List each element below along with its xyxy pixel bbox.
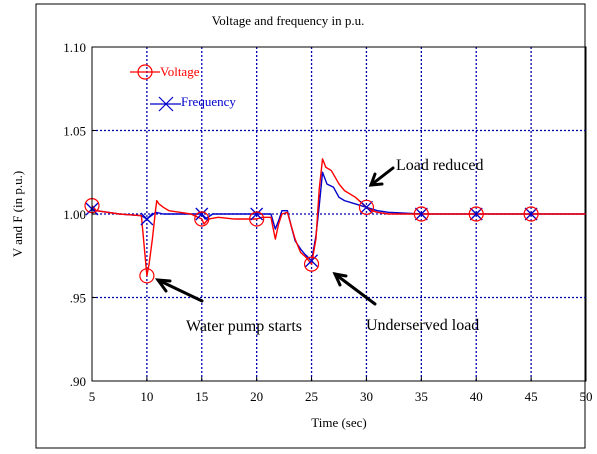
- legend-item-frequency: Frequency: [150, 94, 236, 112]
- data-point-voltage: [468, 206, 484, 222]
- x-tick-label: 25: [305, 389, 318, 404]
- data-point-voltage: [523, 206, 539, 222]
- legend-label-frequency: Frequency: [181, 94, 236, 109]
- x-tick-label: 45: [525, 389, 538, 404]
- legend: Voltage Frequency: [130, 64, 236, 112]
- data-point-voltage: [139, 268, 155, 284]
- data-point-frequency: [250, 207, 264, 221]
- legend-item-voltage: Voltage: [130, 64, 200, 80]
- y-tick-label: 1.00: [63, 207, 86, 222]
- y-tick-label: 1.10: [63, 40, 86, 55]
- annotation-underserved-load: Underserved load: [366, 317, 479, 334]
- series-layer: [92, 158, 586, 277]
- data-point-frequency: [140, 212, 154, 226]
- chart-outer-border: [35, 3, 586, 449]
- x-tick-label: 35: [415, 389, 428, 404]
- x-tick-label: 50: [580, 389, 593, 404]
- data-point-voltage: [194, 211, 210, 227]
- legend-marker-voltage: [137, 64, 153, 80]
- annotations: Water pump starts Underserved load Load …: [154, 157, 484, 335]
- data-point-voltage: [413, 206, 429, 222]
- tick-labels: 5 10 15 20 25 30 35 40 45 50 .90 .95 1.00 1.05 1.10: [63, 40, 592, 404]
- y-tick-label: .90: [70, 374, 86, 389]
- arrow-water-pump-starts: [154, 278, 204, 303]
- y-tick-label: .95: [70, 291, 86, 306]
- series-line-voltage: [92, 158, 586, 277]
- data-point-voltage: [358, 199, 375, 215]
- x-tick-label: 15: [195, 389, 208, 404]
- data-point-voltage: [303, 256, 320, 272]
- data-point-frequency: [524, 207, 538, 221]
- data-point-frequency: [305, 254, 319, 268]
- y-tick-label: 1.05: [63, 124, 86, 139]
- x-tick-label: 40: [470, 389, 483, 404]
- x-axis-label: Time (sec): [311, 415, 367, 430]
- data-point-frequency: [414, 207, 428, 221]
- plot-area-border: [91, 46, 587, 382]
- annotation-load-reduced: Load reduced: [396, 157, 484, 174]
- annotation-water-pump-starts: Water pump starts: [186, 318, 302, 335]
- arrow-underserved-load: [332, 272, 377, 306]
- series-line-frequency: [92, 171, 586, 262]
- y-axis-label: V and F (in p.u.): [10, 171, 25, 257]
- data-point-voltage: [249, 211, 265, 227]
- x-tick-label: 10: [140, 389, 153, 404]
- data-point-frequency: [195, 207, 209, 221]
- arrow-load-reduced: [368, 166, 395, 187]
- legend-label-voltage: Voltage: [160, 64, 200, 79]
- x-tick-label: 20: [250, 389, 263, 404]
- data-point-frequency: [469, 207, 483, 221]
- x-tick-label: 30: [360, 389, 373, 404]
- x-tick-label: 5: [89, 389, 96, 404]
- legend-marker-frequency: [158, 96, 174, 112]
- chart-title: Voltage and frequency in p.u.: [212, 13, 365, 28]
- data-point-frequency: [359, 200, 373, 214]
